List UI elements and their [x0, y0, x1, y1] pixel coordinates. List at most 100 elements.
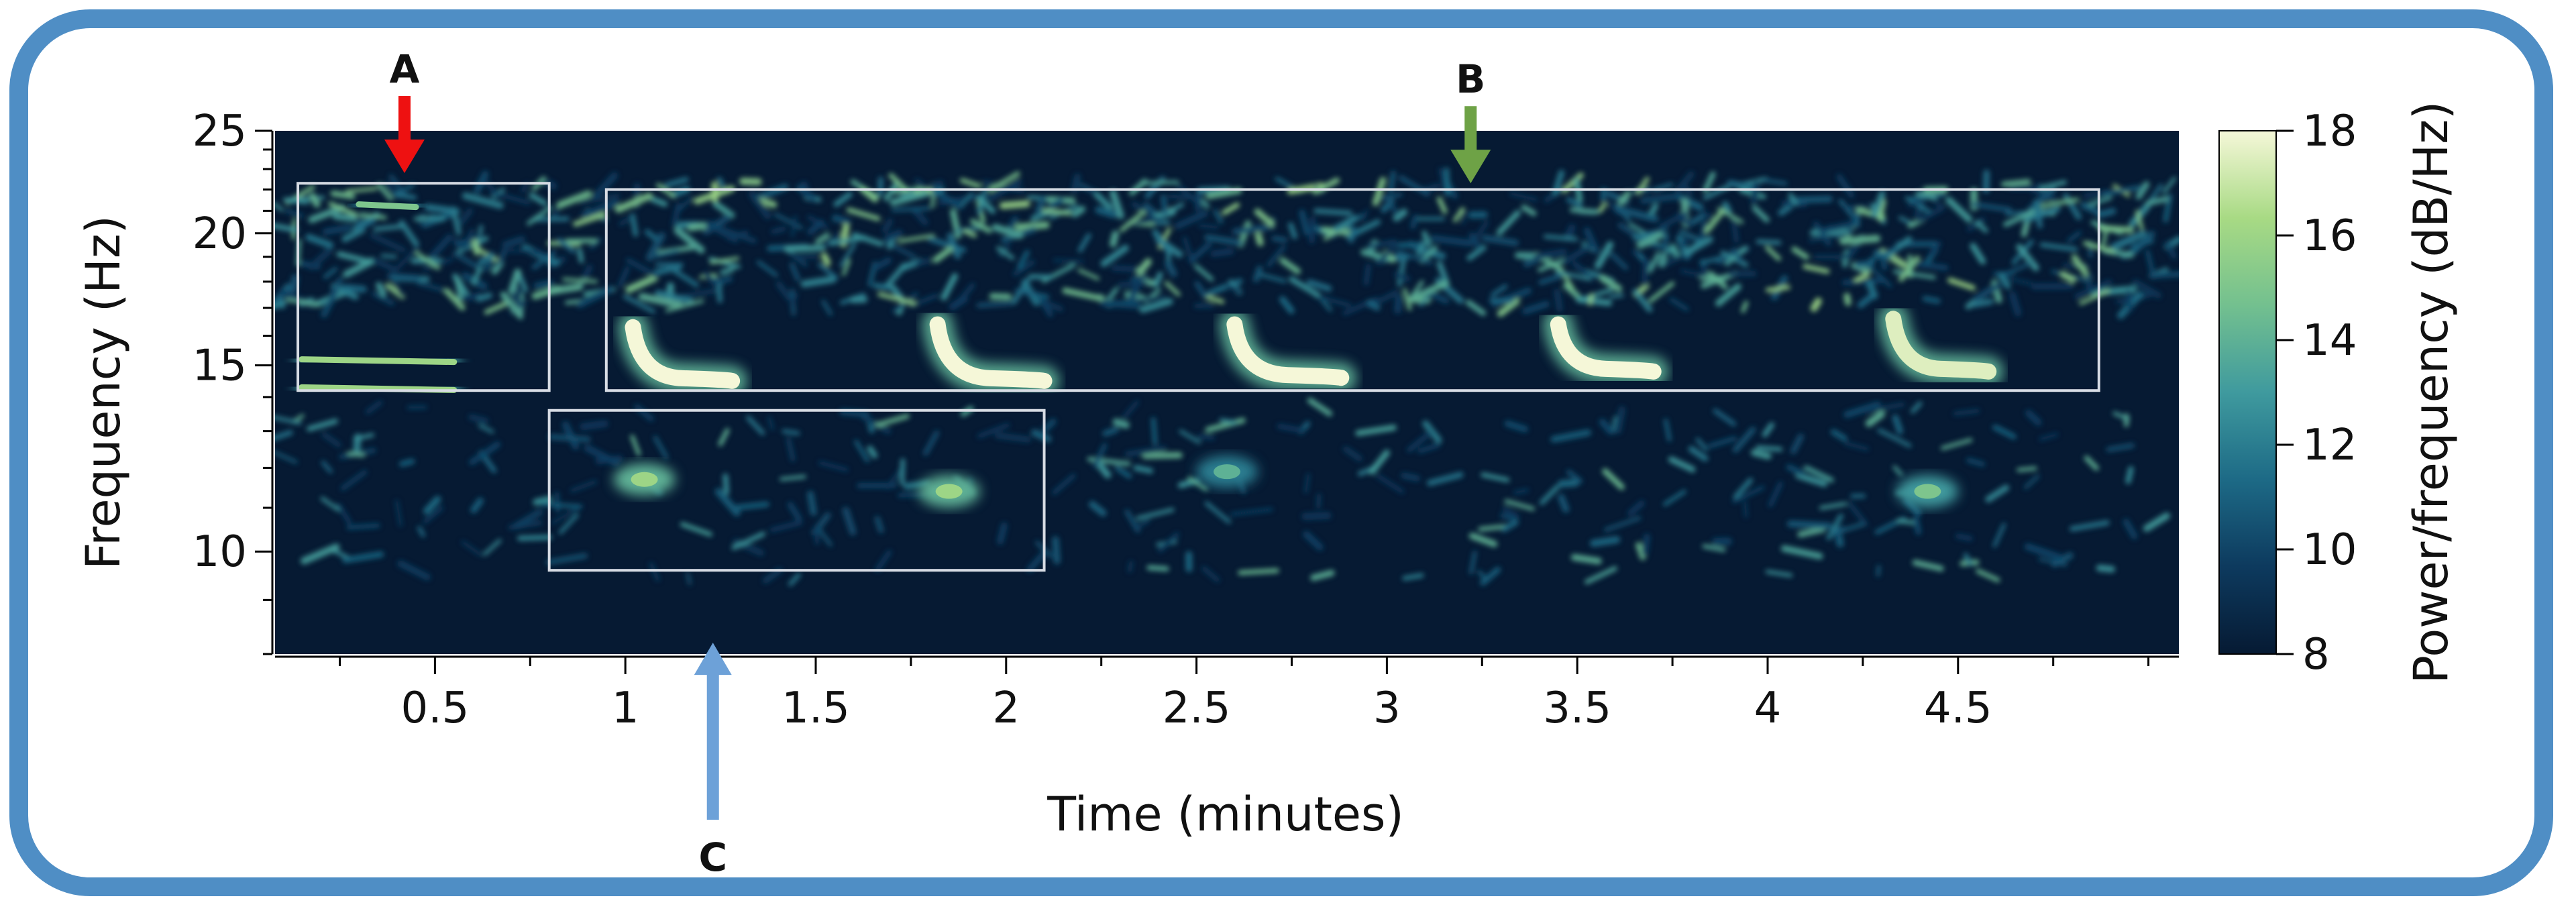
noise-speck	[1638, 231, 1656, 241]
noise-speck	[462, 192, 504, 209]
noise-speck	[756, 260, 778, 277]
noise-speck	[1572, 262, 1595, 281]
noise-speck	[2023, 205, 2061, 223]
noise-speck	[2096, 207, 2116, 218]
noise-speck	[472, 237, 480, 256]
noise-speck	[309, 193, 321, 208]
noise-speck	[1786, 464, 1805, 476]
noise-speck	[1279, 296, 1295, 314]
noise-speck	[1479, 567, 1501, 586]
noise-speck	[1164, 280, 1181, 296]
noise-speck	[1303, 473, 1310, 494]
noise-speck	[822, 232, 843, 248]
noise-speck	[496, 248, 507, 266]
noise-speck	[818, 460, 849, 472]
noise-speck	[1099, 299, 1141, 309]
noise-speck	[1662, 489, 1686, 506]
noise-speck	[1355, 425, 1397, 437]
noise-speck	[1678, 229, 1699, 241]
noise-speck	[1316, 493, 1322, 509]
noise-speck	[1017, 250, 1030, 270]
noise-speck	[1708, 271, 1728, 290]
noise-speck	[1602, 468, 1625, 490]
noise-speck	[807, 219, 824, 235]
noise-speck	[1472, 220, 1489, 242]
noise-speck	[714, 488, 741, 517]
noise-speck	[500, 291, 523, 319]
noise-speck	[634, 404, 655, 422]
noise-speck	[1427, 472, 1464, 486]
noise-speck	[580, 199, 620, 219]
call-mark	[1550, 316, 1662, 380]
y-axis-title: Frequency (Hz)	[76, 215, 131, 570]
noise-speck	[1832, 523, 1864, 535]
noise-speck	[1662, 235, 1669, 250]
noise-speck	[678, 197, 694, 211]
noise-speck	[1313, 208, 1352, 216]
noise-speck	[771, 226, 787, 235]
noise-speck	[1627, 500, 1646, 517]
x-tick-label: 2.5	[1163, 684, 1231, 733]
noise-speck	[959, 178, 981, 188]
noise-speck	[1871, 191, 1886, 218]
noise-speck	[1838, 199, 1857, 221]
noise-speck	[712, 201, 735, 219]
noise-speck	[1752, 205, 1770, 223]
noise-speck	[780, 474, 806, 481]
noise-speck	[1153, 271, 1163, 287]
noise-speck	[1109, 189, 1124, 219]
noise-speck	[2003, 209, 2037, 227]
noise-speck	[427, 233, 453, 261]
marker-arrow-head	[384, 140, 425, 174]
noise-speck	[343, 257, 376, 278]
noise-speck	[1543, 234, 1578, 241]
noise-speck	[365, 400, 383, 415]
noise-speck	[1188, 241, 1212, 264]
noise-speck	[1204, 234, 1244, 246]
noise-speck	[773, 213, 804, 230]
noise-speck	[1114, 465, 1132, 479]
noise-speck	[423, 257, 454, 271]
noise-speck	[461, 540, 482, 557]
noise-speck	[2024, 543, 2063, 561]
noise-speck	[1877, 428, 1912, 448]
noise-speck	[618, 266, 630, 288]
noise-speck	[1222, 202, 1240, 215]
annotation-box	[604, 188, 2100, 392]
noise-speck	[1669, 297, 1689, 311]
noise-speck	[1788, 195, 1833, 204]
noise-speck	[1419, 295, 1430, 307]
noise-speck	[1122, 400, 1140, 419]
noise-speck	[1315, 294, 1352, 308]
noise-speck	[275, 430, 293, 441]
noise-speck	[2125, 289, 2133, 312]
noise-speck	[1395, 250, 1433, 265]
noise-speck	[1238, 568, 1279, 576]
noise-speck	[373, 224, 403, 231]
noise-speck	[1205, 417, 1246, 433]
noise-speck	[875, 413, 910, 427]
noise-speck	[817, 262, 839, 280]
noise-speck	[415, 251, 441, 270]
noise-speck	[392, 280, 405, 297]
noise-speck	[1609, 293, 1624, 299]
colorbar-label: Power/frequency (dB/Hz)	[2404, 101, 2459, 684]
noise-speck	[963, 229, 977, 238]
noise-speck	[1046, 197, 1065, 211]
y-tick-label: 15	[193, 341, 247, 391]
low-band-spot	[1914, 484, 1941, 499]
arrow-markers: A B C	[384, 46, 1491, 880]
annotation-box	[547, 409, 1046, 572]
noise-speck	[2145, 250, 2155, 274]
noise-speck	[1628, 222, 1648, 236]
noise-speck	[674, 227, 705, 254]
noise-speck	[2102, 184, 2143, 197]
noise-speck	[1864, 402, 1905, 414]
noise-speck	[1136, 507, 1175, 521]
noise-speck	[1743, 500, 1748, 519]
y-axis: 10 15 20 25	[193, 107, 274, 655]
noise-speck	[289, 274, 299, 294]
noise-speck	[2106, 443, 2135, 452]
noise-speck	[1230, 507, 1273, 517]
noise-speck	[580, 420, 608, 431]
